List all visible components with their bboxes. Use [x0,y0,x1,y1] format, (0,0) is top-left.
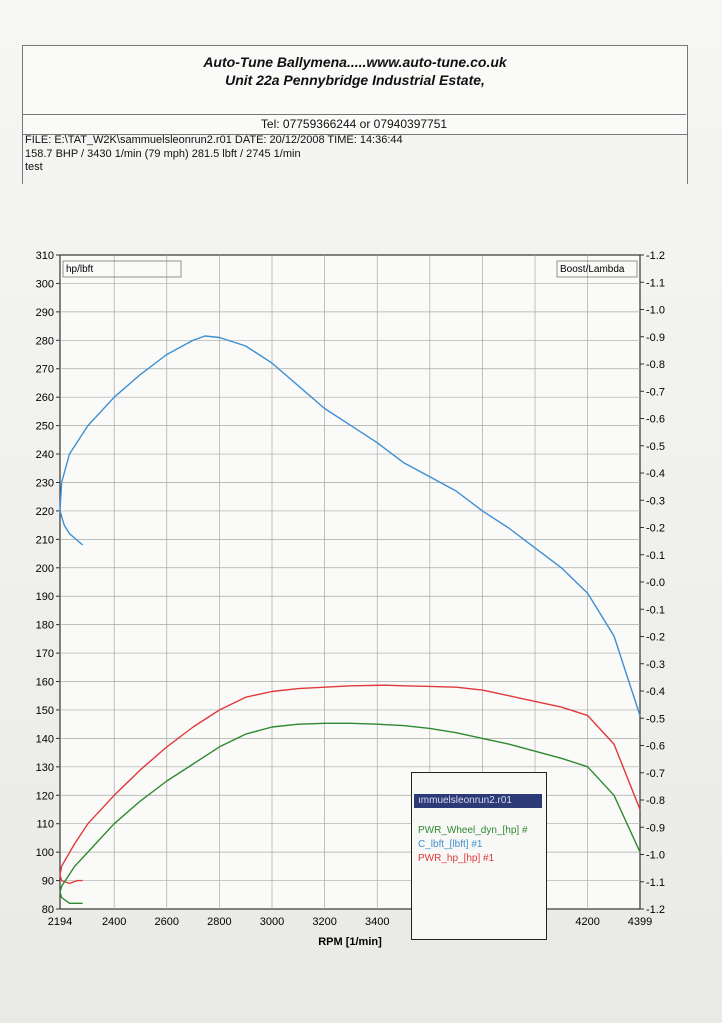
series-line-0 [59,335,641,716]
x-tick-label: 3200 [312,916,336,928]
y-right-tick-label: -0.2 [646,523,665,535]
grid [56,254,644,910]
y-right-tick-label: -0.1 [646,550,665,562]
y-left-tick-label: 140 [36,733,54,745]
y-right-tick-label: -0.2 [646,632,665,644]
y-right-tick-label: -1.1 [646,877,665,889]
legend-item-torque: C_lbft_[lbft] #1 [418,839,483,850]
y-right-tick-label: -0.3 [646,495,665,507]
phone-line: Tel: 07759366244 or 07940397751 [22,114,686,133]
y-right-tick-label: -0.4 [646,468,665,480]
x-tick-label: 2600 [155,916,179,928]
y-right-tick-label: -0.9 [646,332,665,344]
header-box: Auto-Tune Ballymena.....www.auto-tune.co… [22,45,688,135]
dyno-chart: 2194240026002800300032003400360038004000… [36,250,665,948]
x-tick-label: 3000 [260,916,284,928]
y-right-tick-label: -0.5 [646,713,665,725]
y-right-tick-label: -0.1 [646,604,665,616]
x-tick-label: 4200 [575,916,599,928]
y-left-tick-label: 300 [36,278,54,290]
y-left-tick-label: 260 [36,392,54,404]
y-left-tick-label: 90 [42,876,54,888]
y-right-tick-label: -1.2 [646,904,665,916]
x-tick-label: 4399 [628,916,652,928]
series-lines [59,335,641,904]
y-left-tick-label: 120 [36,790,54,802]
result-line: 158.7 BHP / 3430 1/min (79 mph) 281.5 lb… [25,147,301,160]
y-right-tick-label: -1.0 [646,305,665,317]
y-right-tick-label: -0.7 [646,386,665,398]
file-line: FILE: E:\TAT_W2K\sammuelsleonrun2.r01 DA… [25,134,403,146]
y-left-tick-label: 250 [36,421,54,433]
x-tick-label: 3400 [365,916,389,928]
y-right-tick-label: -0.9 [646,822,665,834]
note-line: test [25,161,43,173]
legend-item-power: PWR_hp_[hp] #1 [418,853,495,864]
right-axis-label-box [556,260,638,278]
plot-area [59,254,641,910]
y-left-tick-label: 180 [36,620,54,632]
y-left-tick-label: 310 [36,250,54,262]
right-axis-label: Boost/Lambda [560,264,625,275]
left-axis-label: hp/lbft [66,264,93,275]
y-left-tick-label: 110 [36,819,54,831]
y-left-tick-label: 80 [42,904,54,916]
company-address: Unit 22a Pennybridge Industrial Estate, [225,72,485,88]
y-right-tick-label: -0.6 [646,414,665,426]
y-right-tick-label: -0.3 [646,659,665,671]
y-right-tick-label: -1.1 [646,277,665,289]
y-left-tick-label: 240 [36,449,54,461]
legend-title: ımmuelsleonrun2.r01 [414,794,542,808]
y-left-tick-label: 230 [36,477,54,489]
y-right-tick-label: -1.2 [646,250,665,262]
y-right-tick-label: -0.8 [646,359,665,371]
legend: ımmuelsleonrun2.r01 PWR_Wheel_dyn_[hp] #… [411,772,547,940]
y-left-tick-label: 280 [36,335,54,347]
y-right-tick-label: -0.7 [646,768,665,780]
x-tick-label: 2194 [48,916,72,928]
y-left-tick-label: 130 [36,762,54,774]
y-left-tick-label: 170 [36,648,54,660]
y-left-tick-label: 200 [36,563,54,575]
y-right-tick-label: -0.5 [646,441,665,453]
y-right-tick-label: -1.0 [646,850,665,862]
left-axis-label-box [62,260,182,278]
x-axis-label: RPM [1/min] [318,936,382,948]
x-tick-label: 2800 [207,916,231,928]
run-info: FILE: E:\TAT_W2K\sammuelsleonrun2.r01 DA… [22,134,688,184]
y-left-tick-label: 270 [36,364,54,376]
company-title: Auto-Tune Ballymena.....www.auto-tune.co… [203,54,507,70]
y-left-tick-label: 220 [36,506,54,518]
y-right-tick-label: -0.0 [646,577,665,589]
y-right-tick-label: -0.6 [646,741,665,753]
legend-item-wheel: PWR_Wheel_dyn_[hp] # [418,825,528,836]
y-left-tick-label: 210 [36,534,54,546]
y-left-tick-label: 190 [36,591,54,603]
y-left-tick-label: 150 [36,705,54,717]
y-left-tick-label: 290 [36,307,54,319]
y-right-tick-label: -0.8 [646,795,665,807]
y-left-tick-label: 100 [36,847,54,859]
series-line-1 [59,684,641,885]
x-tick-label: 2400 [102,916,126,928]
y-left-tick-label: 160 [36,677,54,689]
y-right-tick-label: -0.4 [646,686,665,698]
series-line-2 [59,722,641,904]
